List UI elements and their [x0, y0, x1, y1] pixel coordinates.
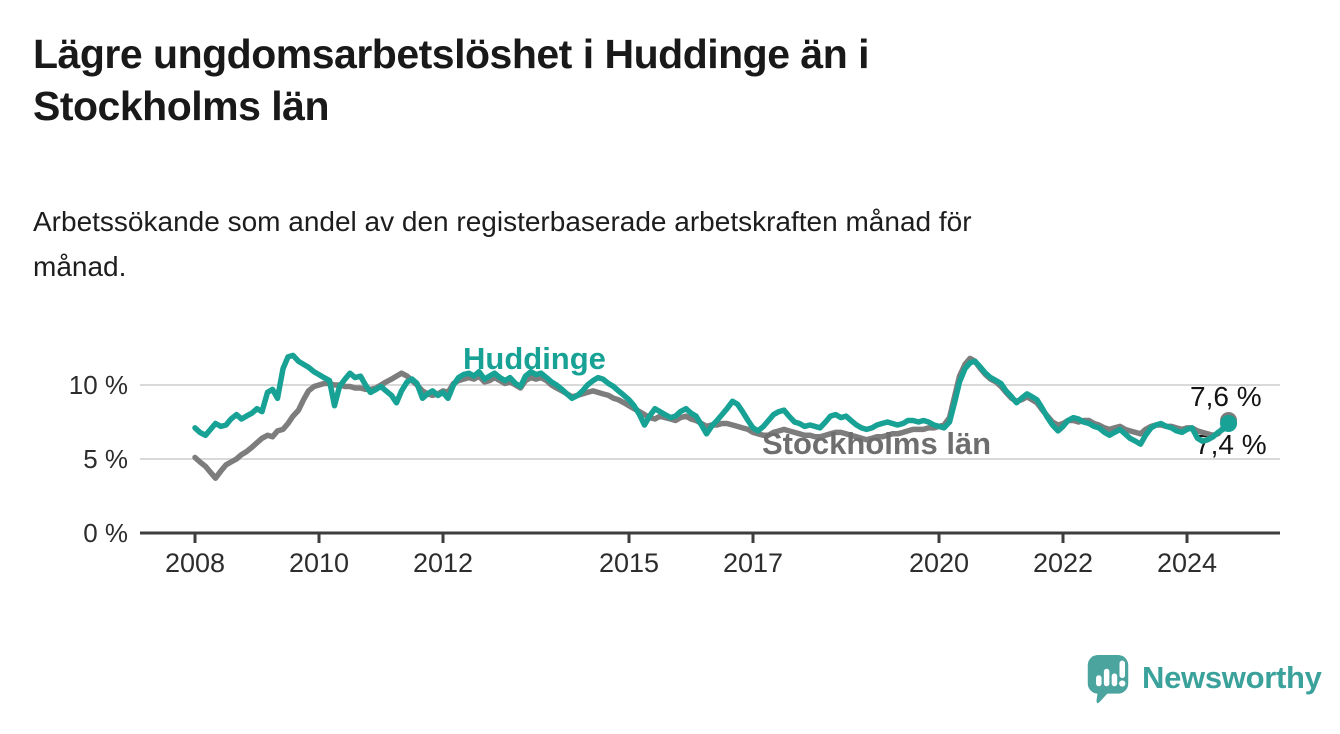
x-axis-tick-label: 2020 [909, 548, 969, 578]
x-axis-tick-label: 2024 [1157, 548, 1217, 578]
logo-bar-tall [1103, 668, 1110, 687]
end-value-label-huddinge: 7,4 % [1195, 429, 1267, 460]
chart-subtitle: Arbetssökande som andel av den registerb… [33, 199, 972, 289]
series-line-huddinge [192, 352, 1232, 447]
x-axis-tick-label: 2017 [723, 548, 783, 578]
x-axis-tick-label: 2012 [413, 548, 473, 578]
y-axis-tick-label: 0 % [83, 518, 128, 548]
x-axis-tick-label: 2008 [165, 548, 225, 578]
chart-title: Lägre ungdomsarbetslöshet i Huddinge än … [33, 28, 870, 132]
speech-bubble-tail [1096, 690, 1110, 704]
series-label-huddinge: Huddinge [463, 341, 606, 376]
x-axis-tick-label: 2010 [289, 548, 349, 578]
series-label-stockholms-lan: Stockholms län [762, 426, 992, 461]
chart-title-line2: Stockholms län [33, 83, 330, 129]
newsworthy-brand-text: Newsworthy [1142, 660, 1322, 695]
newsworthy-logo: Newsworthy [1085, 652, 1322, 704]
logo-bar-small [1096, 675, 1102, 687]
y-axis-tick-label: 5 % [83, 444, 128, 474]
x-axis-tick-label: 2022 [1033, 548, 1093, 578]
logo-exclamation-bar [1119, 660, 1126, 678]
logo-bar-medium [1111, 673, 1118, 687]
newsworthy-logo-icon [1087, 655, 1129, 704]
end-value-label-stockholms-lan: 7,6 % [1190, 381, 1262, 412]
chart-subtitle-line1: Arbetssökande som andel av den registerb… [33, 206, 972, 237]
y-axis-tick-label: 10 % [69, 370, 128, 400]
chart-title-line1: Lägre ungdomsarbetslöshet i Huddinge än … [33, 31, 870, 77]
series-endpoint-stockholms-lan [1220, 412, 1238, 430]
series-line-stockholms-lan [192, 355, 1232, 481]
x-axis-tick-label: 2015 [599, 548, 659, 578]
chart-subtitle-line2: månad. [33, 251, 127, 282]
logo-exclamation-dot [1119, 680, 1126, 687]
